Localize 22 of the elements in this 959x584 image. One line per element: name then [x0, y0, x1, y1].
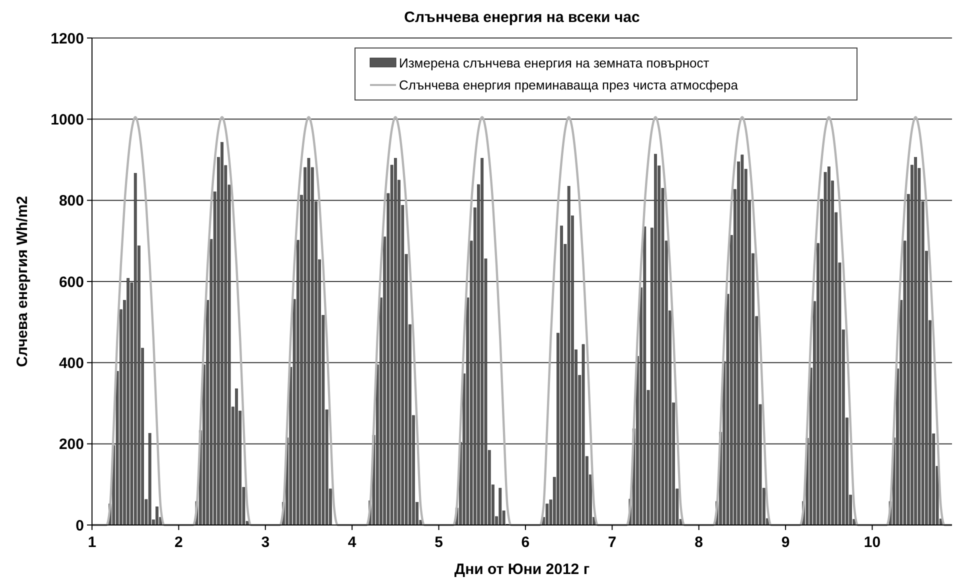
y-tick-label: 600 [58, 274, 84, 291]
y-axis-title: Слчева енергия Wh/m2 [14, 196, 31, 368]
legend-label: Измерена слънчева енергия на земната повърност [399, 56, 710, 71]
y-tick-label: 1200 [50, 30, 84, 48]
x-tick-label: 6 [521, 534, 530, 551]
x-tick-label: 10 [864, 534, 881, 551]
x-tick-label: 7 [608, 534, 616, 551]
chart-title: Слънчева енергия на всеки час [404, 9, 640, 26]
x-tick-label: 9 [781, 534, 790, 551]
x-tick-label: 4 [348, 534, 357, 551]
y-tick-label: 1000 [50, 111, 84, 128]
y-tick-label: 200 [58, 436, 84, 454]
x-tick-label: 8 [694, 534, 704, 551]
x-axis-title: Дни от Юни 2012 г [454, 561, 590, 578]
x-tick-label: 5 [434, 534, 443, 551]
x-tick-label: 2 [174, 534, 183, 551]
x-tick-label: 1 [88, 534, 96, 551]
y-tick-label: 400 [58, 354, 84, 372]
x-tick-label: 3 [261, 534, 270, 551]
y-tick-label: 0 [76, 517, 84, 534]
legend-label: Слънчева енергия преминаваща през чиста атмосфера [399, 78, 739, 93]
y-tick-label: 800 [58, 192, 84, 210]
